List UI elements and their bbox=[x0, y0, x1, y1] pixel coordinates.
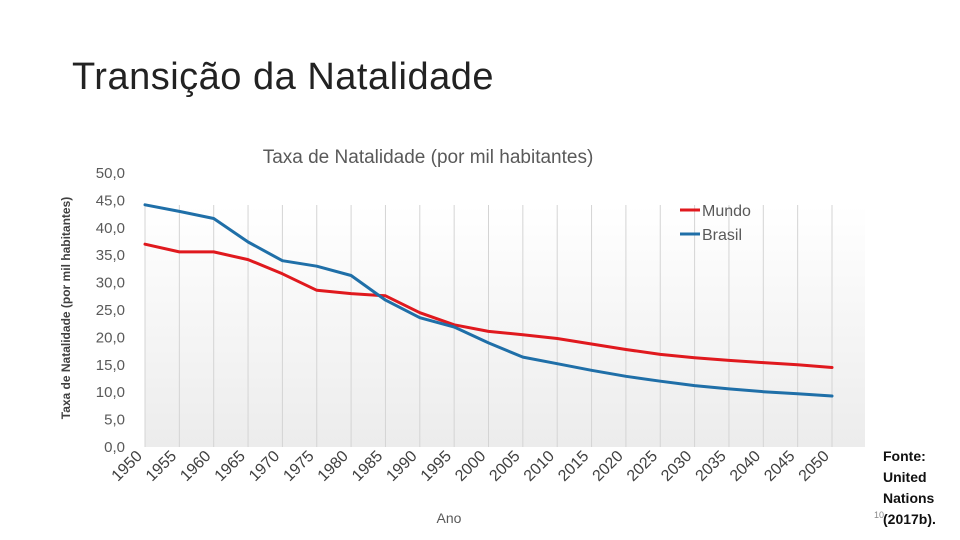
x-tick-label: 2045 bbox=[761, 448, 798, 485]
y-axis-ticks: 0,0 5,0 10,0 15,0 20,0 25,0 30,0 35,0 40,0 45,0 50… bbox=[96, 165, 125, 456]
x-tick-label: 2000 bbox=[452, 448, 489, 485]
x-tick-label: 1975 bbox=[280, 448, 317, 485]
chart-title: Taxa de Natalidade (por mil habitantes) bbox=[263, 147, 594, 168]
y-tick-label: 0,0 bbox=[104, 439, 125, 456]
y-tick-label: 25,0 bbox=[96, 302, 125, 319]
slide-title: Transição da Natalidade bbox=[72, 56, 495, 98]
x-tick-label: 2030 bbox=[658, 448, 695, 485]
x-tick-label: 1965 bbox=[212, 448, 249, 485]
page-number: 10 bbox=[874, 510, 885, 520]
x-tick-label: 1955 bbox=[143, 448, 180, 485]
legend: Mundo Brasil bbox=[680, 203, 751, 244]
source-note: Fonte: United Nations (2017b). bbox=[883, 448, 936, 527]
y-tick-label: 50,0 bbox=[96, 165, 125, 182]
legend-label-brasil: Brasil bbox=[702, 227, 742, 244]
y-tick-label: 5,0 bbox=[104, 412, 125, 429]
x-tick-label: 1960 bbox=[177, 448, 214, 485]
series-lines bbox=[143, 203, 834, 398]
y-tick-label: 40,0 bbox=[96, 220, 125, 237]
x-tick-label: 2025 bbox=[624, 448, 661, 485]
y-tick-label: 10,0 bbox=[96, 384, 125, 401]
x-axis-ticks: 1950195519601965197019751980198519901995… bbox=[109, 448, 833, 485]
plot-area bbox=[145, 205, 865, 447]
x-tick-label: 1990 bbox=[383, 448, 420, 485]
y-tick-label: 45,0 bbox=[96, 192, 125, 209]
x-tick-label: 2005 bbox=[486, 448, 523, 485]
series-line-brasil bbox=[143, 203, 834, 398]
x-tick-label: 2015 bbox=[555, 448, 592, 485]
x-tick-label: 2035 bbox=[693, 448, 730, 485]
y-tick-label: 15,0 bbox=[96, 357, 125, 374]
x-tick-label: 1995 bbox=[418, 448, 455, 485]
legend-label-mundo: Mundo bbox=[702, 203, 751, 220]
x-tick-label: 2040 bbox=[727, 448, 764, 485]
x-tick-label: 2010 bbox=[521, 448, 558, 485]
x-tick-label: 1980 bbox=[315, 448, 352, 485]
y-tick-label: 20,0 bbox=[96, 329, 125, 346]
series-line-mundo bbox=[143, 242, 834, 369]
y-axis-label: Taxa de Natalidade (por mil habitantes) bbox=[59, 197, 73, 420]
x-tick-label: 2050 bbox=[796, 448, 833, 485]
x-tick-label: 2020 bbox=[590, 448, 627, 485]
x-axis-label: Ano bbox=[437, 510, 462, 526]
x-tick-label: 1970 bbox=[246, 448, 283, 485]
y-tick-label: 30,0 bbox=[96, 275, 125, 292]
x-tick-label: 1985 bbox=[349, 448, 386, 485]
plot-background bbox=[145, 205, 865, 447]
y-tick-label: 35,0 bbox=[96, 247, 125, 264]
